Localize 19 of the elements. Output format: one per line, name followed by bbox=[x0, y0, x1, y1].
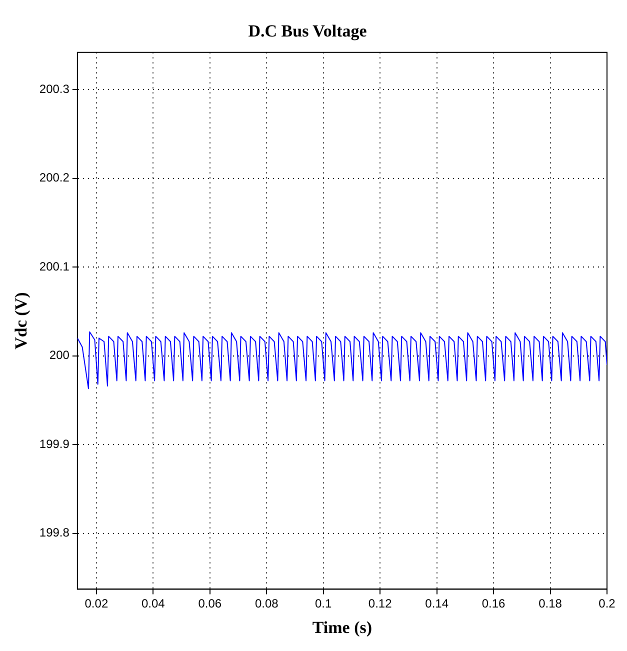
y-tick-label: 199.9 bbox=[39, 436, 70, 451]
x-tick-label: 0.16 bbox=[482, 596, 506, 611]
x-tick-label: 0.02 bbox=[84, 596, 108, 611]
x-tick-label: 0.18 bbox=[538, 596, 562, 611]
y-tick-label: 200.1 bbox=[39, 259, 70, 274]
x-axis-title: Time (s) bbox=[312, 618, 372, 638]
x-tick-label: 0.14 bbox=[425, 596, 449, 611]
y-tick-label: 200 bbox=[49, 348, 70, 362]
x-tick-label: 0.06 bbox=[198, 596, 222, 611]
y-tick-label: 200.3 bbox=[39, 82, 70, 96]
y-tick-label: 199.8 bbox=[39, 526, 70, 540]
x-tick-label: 0.04 bbox=[141, 596, 166, 611]
x-tick-label: 0.1 bbox=[315, 596, 332, 611]
x-tick-label: 0.2 bbox=[598, 596, 616, 611]
x-tick-label: 0.12 bbox=[368, 596, 392, 611]
x-tick-label: 0.08 bbox=[254, 596, 279, 611]
y-tick-label: 200.2 bbox=[39, 170, 70, 185]
y-axis-title: Vdc (V) bbox=[12, 292, 31, 350]
chart-title: D.C Bus Voltage bbox=[248, 22, 368, 41]
